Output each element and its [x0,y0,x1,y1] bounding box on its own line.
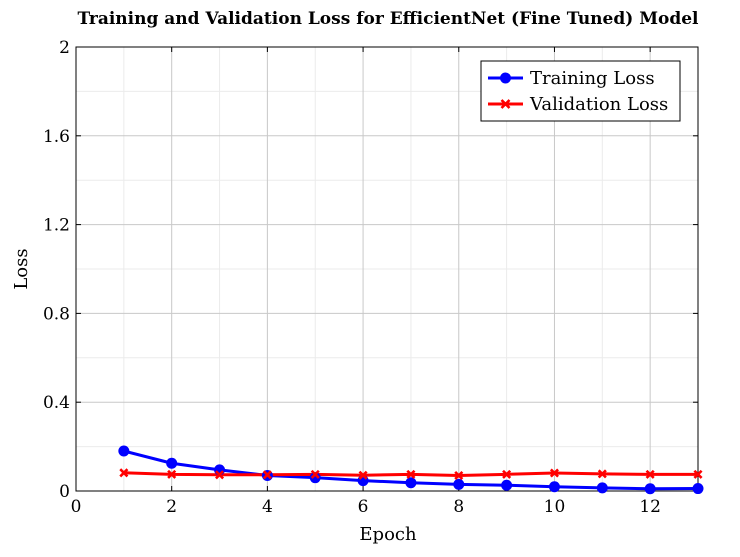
chart-title: Training and Validation Loss for Efficie… [77,9,699,29]
x-tick-label: 4 [262,497,273,517]
plot-frame [75,46,699,492]
legend-box [480,60,681,122]
x-tick-label: 10 [544,497,566,517]
x-tick-label: 0 [71,497,82,517]
validation-loss-point [358,470,368,480]
validation-loss-point [406,469,416,479]
y-tick-label: 0 [59,482,70,502]
training-loss-point [309,472,321,484]
training-loss-point [596,482,608,494]
y-tick-label: 1.6 [43,127,70,147]
training-loss-point [453,478,465,490]
validation-loss-point [119,468,129,478]
validation-loss-point [262,470,272,480]
y-tick-label: 0.4 [43,393,70,413]
validation-loss-point [215,470,225,480]
validation-loss-point [645,469,655,479]
legend-training-label: Training Loss [530,68,655,89]
training-loss-point [692,483,704,495]
axis-ticks: 0 2 4 6 8 10 12 0 0.4 0.8 1.2 1.6 2 [43,38,698,517]
training-loss-point [501,479,513,491]
validation-loss-point [310,469,320,479]
x-axis-label: Epoch [359,524,417,545]
x-tick-label: 2 [166,497,177,517]
validation-loss-point [502,469,512,479]
x-tick-label: 8 [453,497,464,517]
legend-validation-label: Validation Loss [529,94,668,115]
validation-loss-point [167,469,177,479]
legend: Training Loss Validation Loss [480,60,681,122]
legend-training-marker [500,72,511,84]
legend-validation-marker [500,99,511,109]
x-tick-label: 6 [358,497,369,517]
training-loss-point [644,483,656,495]
validation-loss-point [597,469,607,479]
x-tick-label: 12 [639,497,661,517]
y-tick-label: 0.8 [43,304,70,324]
training-loss-point [548,481,560,493]
training-loss-point [405,477,417,489]
y-axis-label: Loss [11,248,32,289]
validation-loss-point [549,468,559,478]
y-tick-label: 1.2 [43,216,70,236]
series-layer [118,445,704,495]
validation-loss-point [693,469,703,479]
training-loss-point [166,457,178,469]
validation-loss-point [454,470,464,480]
training-loss-point [118,445,130,457]
y-tick-label: 2 [59,38,70,58]
